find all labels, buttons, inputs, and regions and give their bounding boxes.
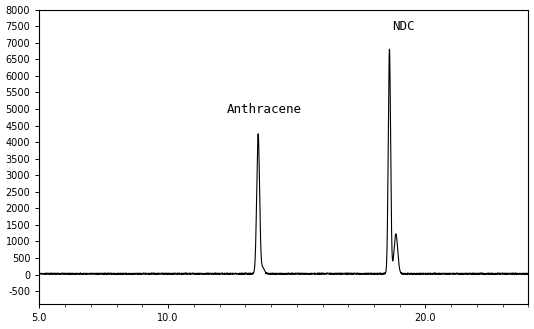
Text: NDC: NDC xyxy=(392,20,414,33)
Text: Anthracene: Anthracene xyxy=(227,103,302,115)
